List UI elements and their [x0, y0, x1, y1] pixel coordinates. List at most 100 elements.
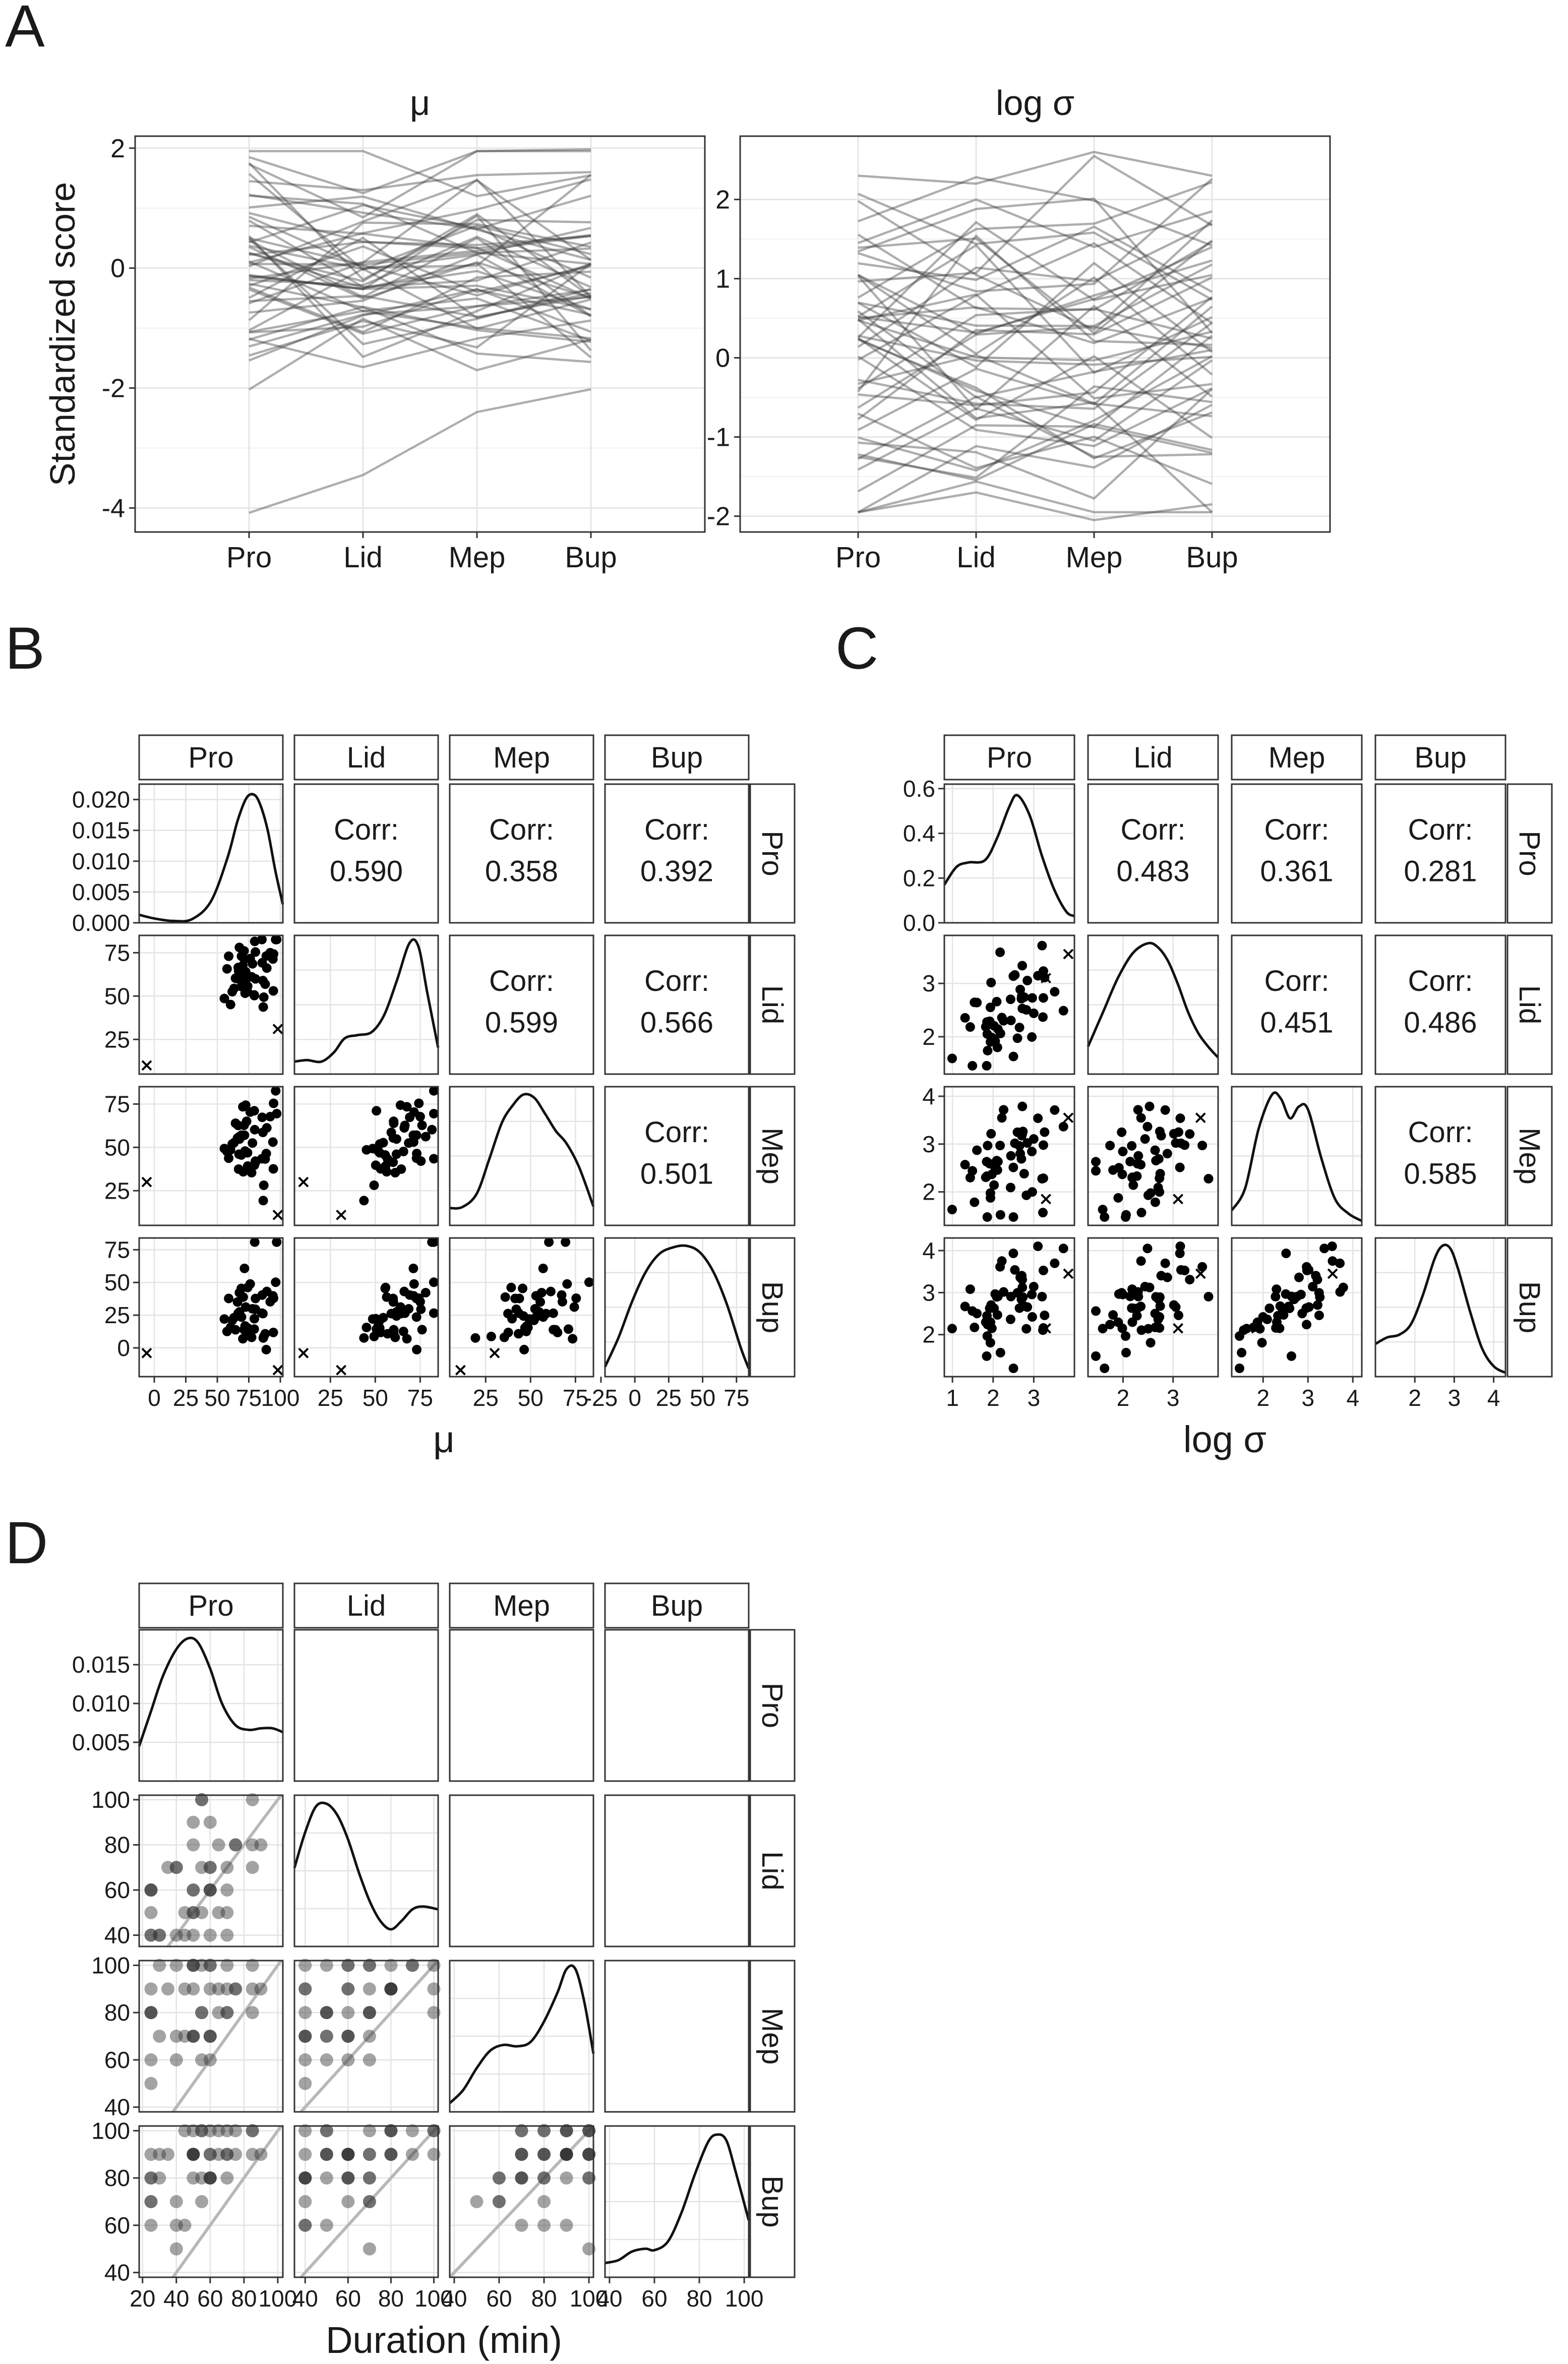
y-tick-label: 3	[922, 1131, 935, 1157]
data-point	[515, 2171, 528, 2185]
data-point	[229, 1982, 243, 1996]
data-point	[1241, 1324, 1251, 1334]
data-point	[427, 2124, 441, 2138]
data-point	[429, 1108, 439, 1118]
data-point	[405, 2148, 419, 2161]
y-tick-label: 1	[715, 265, 730, 294]
data-point	[203, 2030, 217, 2043]
series-line	[249, 282, 591, 364]
series-line	[857, 356, 1213, 447]
data-point	[582, 2124, 596, 2138]
series-line	[857, 234, 1213, 392]
data-point	[144, 1928, 158, 1942]
outlier-mark	[1063, 949, 1074, 960]
cell-Lid-Bup	[604, 1794, 750, 1947]
data-point	[384, 1982, 398, 1996]
data-point	[408, 1263, 418, 1273]
x-tick-label: Pro	[835, 541, 881, 574]
data-point	[1098, 1324, 1108, 1334]
data-point	[268, 986, 278, 996]
x-tick-label: Mep	[1066, 541, 1123, 574]
cell-background	[605, 784, 749, 923]
data-point	[515, 2148, 528, 2161]
y-tick-label: 0	[715, 344, 730, 373]
data-point	[144, 1883, 158, 1897]
data-point	[220, 1928, 234, 1942]
line-chart-A1: -4 -2 0 2 Pro Lid Mep Bup μ Standardized score	[43, 83, 706, 574]
series-line	[249, 288, 591, 334]
data-point	[257, 934, 267, 944]
density-curve	[138, 1636, 283, 1747]
data-point	[195, 1959, 209, 1972]
series-line	[858, 334, 1213, 429]
data-point	[990, 1289, 1000, 1299]
data-point	[1100, 1364, 1110, 1373]
data-point	[262, 1123, 272, 1133]
data-point	[229, 983, 239, 993]
data-point	[195, 2006, 209, 2020]
data-point	[144, 2148, 158, 2161]
data-point	[153, 2171, 166, 2185]
data-point	[1005, 1314, 1015, 1324]
data-point	[1012, 1127, 1022, 1137]
data-point	[1162, 1272, 1172, 1282]
series-line	[249, 235, 591, 256]
series-line	[249, 148, 591, 195]
series-line	[249, 195, 591, 261]
y-tick-label: 0	[110, 254, 125, 283]
data-point	[203, 1883, 217, 1897]
data-point	[248, 959, 258, 969]
series-line	[249, 274, 591, 311]
cell-border	[1087, 783, 1219, 924]
y-tick-label: 40	[104, 1922, 130, 1948]
y-tick-label: -2	[707, 502, 730, 531]
data-point	[359, 1196, 369, 1206]
data-point	[224, 951, 234, 961]
data-point	[144, 2171, 158, 2185]
data-point	[248, 1304, 258, 1314]
cell-border	[138, 1960, 284, 2113]
data-point	[560, 2148, 573, 2161]
x-tick-label: Pro	[226, 541, 272, 574]
cell-background	[139, 2126, 283, 2277]
outlier-mark	[455, 1365, 466, 1376]
data-point	[203, 1861, 217, 1874]
data-point	[220, 1959, 234, 1972]
strip-top	[1087, 734, 1219, 781]
series-line	[249, 296, 591, 348]
strip-label-top: Bup	[651, 741, 703, 774]
data-point	[960, 1160, 970, 1170]
outlier-mark	[141, 1060, 152, 1071]
cell-border	[293, 1237, 439, 1378]
data-point	[1127, 1141, 1137, 1151]
data-point	[1136, 1160, 1146, 1170]
data-point	[254, 1838, 268, 1852]
density-curve	[449, 1093, 595, 1210]
data-point	[178, 1906, 192, 1919]
data-point	[515, 2218, 528, 2232]
data-point	[995, 1141, 1005, 1151]
data-point	[384, 1959, 398, 1972]
data-point	[1121, 1210, 1131, 1220]
data-point	[239, 946, 249, 956]
data-point	[1008, 971, 1018, 981]
cell-border	[449, 1086, 594, 1226]
data-point	[1292, 1291, 1302, 1302]
data-point	[1154, 1294, 1164, 1305]
series-line	[249, 310, 591, 340]
data-point	[242, 1116, 252, 1127]
data-point	[1271, 1291, 1281, 1302]
x-tick-label: 100	[261, 1385, 300, 1411]
panel-label-b: B	[5, 615, 45, 682]
data-point	[1133, 1291, 1143, 1302]
data-point	[1335, 1287, 1345, 1297]
data-point	[363, 2124, 376, 2138]
data-point	[1050, 987, 1060, 997]
data-point	[298, 1959, 312, 1972]
cell-border	[138, 2125, 284, 2278]
cell-Bup-Lid	[1087, 1237, 1219, 1378]
series-line	[248, 162, 591, 281]
cell-Lid-Pro	[943, 934, 1075, 1075]
data-point	[257, 1308, 267, 1318]
